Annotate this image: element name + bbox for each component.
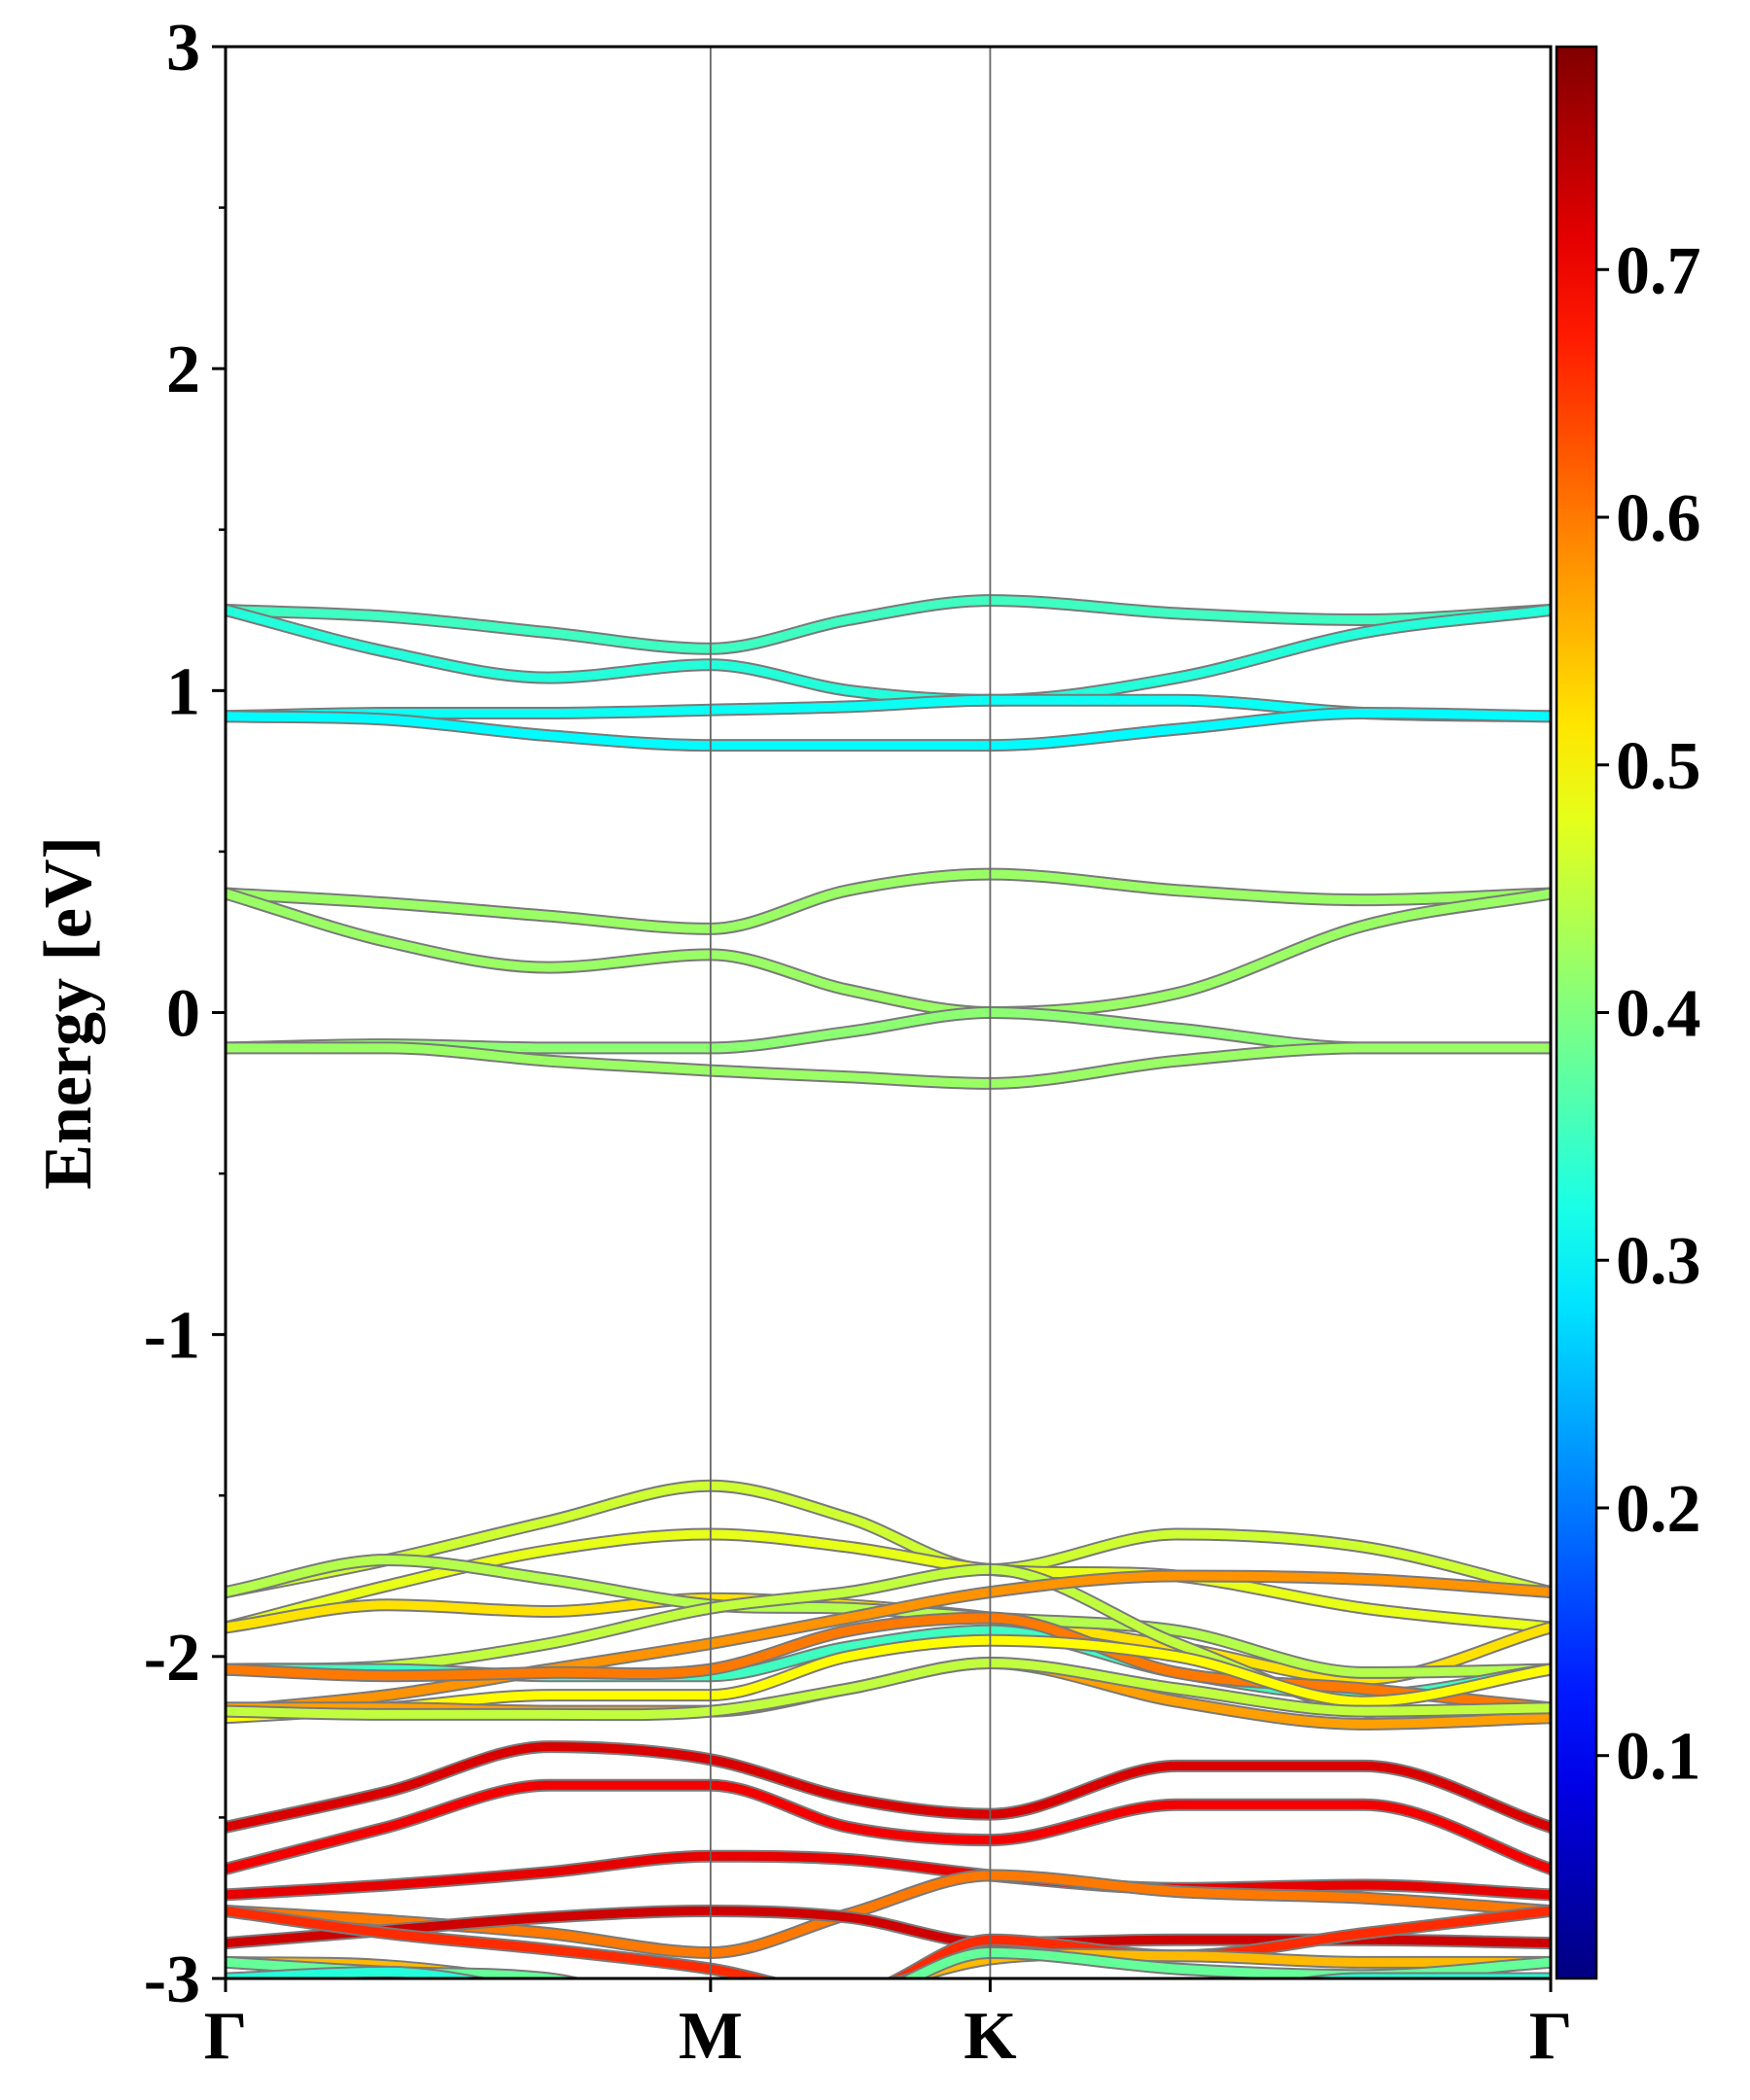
colorbar: 0.1 0.2 0.3 0.4 0.5 0.6 0.7	[1555, 45, 1701, 1980]
band-line-9	[226, 1529, 1551, 1632]
y-tick-label: 2	[166, 332, 200, 407]
colorbar-tick-label: 0.7	[1616, 233, 1701, 308]
band-line-4	[226, 869, 1551, 933]
band-line-27	[226, 1967, 1551, 1978]
band-lines	[226, 594, 1551, 1978]
y-tick-label: -1	[144, 1299, 200, 1374]
k-point-label: Γ	[1529, 1999, 1573, 2074]
y-tick-label: -2	[144, 1621, 200, 1696]
band-line-0	[226, 596, 1551, 653]
band-line-3	[226, 708, 1551, 751]
y-axis: -3 -2 -1 0 1 2 3	[144, 11, 226, 2017]
high-symmetry-lines	[709, 47, 992, 1978]
colorbar-tick-label: 0.2	[1616, 1472, 1701, 1547]
colorbar-tick-label: 0.6	[1616, 481, 1701, 556]
k-point-label: M	[679, 1999, 743, 2074]
colorbar-tick-label: 0.1	[1616, 1720, 1701, 1795]
band-line-5	[226, 889, 1551, 1018]
band-line-14	[226, 1571, 1551, 1716]
y-tick-label: 3	[166, 11, 200, 86]
band-outline-0	[226, 594, 1551, 655]
band-line-21	[226, 1851, 1551, 1900]
band-outline-20	[226, 1778, 1551, 1875]
colorbar-tick-label: 0.4	[1616, 977, 1701, 1052]
y-axis-label: Energy [eV]	[31, 836, 106, 1190]
band-line-15	[226, 1613, 1551, 1713]
band-line-1	[226, 606, 1551, 705]
band-line-7	[226, 1043, 1551, 1088]
y-tick-label: 1	[166, 654, 200, 729]
colorbar-tick-label: 0.3	[1616, 1224, 1701, 1299]
y-tick-label: 0	[166, 977, 200, 1052]
band-line-8	[226, 1481, 1551, 1597]
band-line-11	[226, 1555, 1551, 1677]
band-line-19	[226, 1742, 1551, 1832]
colorbar-tick-label: 0.5	[1616, 729, 1701, 804]
band-line-24	[226, 1907, 1551, 1978]
band-line-18	[226, 1658, 1551, 1720]
band-line-16	[226, 1635, 1551, 1723]
k-point-label: Γ	[204, 1999, 248, 2074]
y-tick-label: -3	[144, 1942, 200, 2017]
band-line-20	[226, 1780, 1551, 1873]
k-point-label: K	[963, 1999, 1016, 2074]
band-outline-3	[226, 706, 1551, 752]
colorbar-gradient	[1555, 45, 1598, 1980]
